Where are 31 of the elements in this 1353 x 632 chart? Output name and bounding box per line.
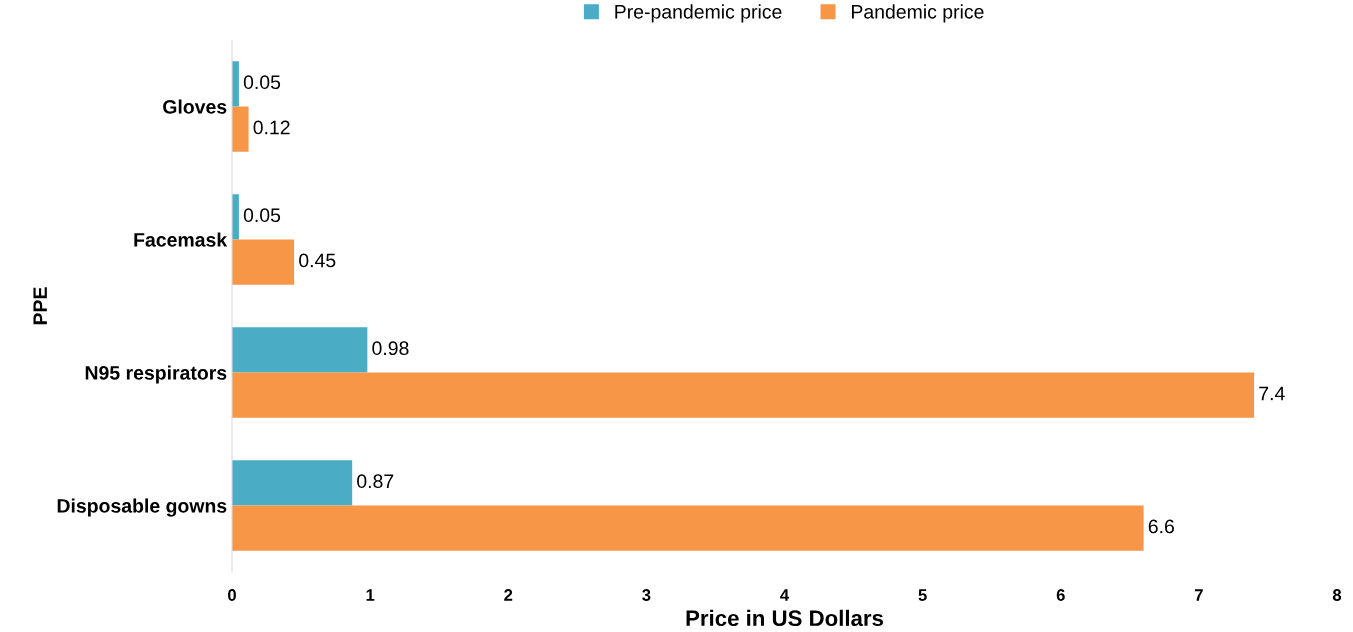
x-tick-label: 4 (780, 589, 790, 601)
x-tick-label: 5 (918, 589, 927, 601)
data-label: 0.05 (243, 75, 281, 90)
legend-label: Pre-pandemic price (615, 4, 782, 23)
y-tick-label: N95 respirators (85, 365, 227, 384)
bar (232, 106, 249, 152)
legend-label: Pandemic price (851, 4, 984, 23)
data-label: 0.12 (253, 120, 290, 135)
bar (232, 239, 295, 285)
bar (232, 327, 368, 373)
data-label: 6.6 (1148, 519, 1174, 534)
x-axis-title: Price in US Dollars (686, 609, 884, 627)
data-label: 7.4 (1259, 386, 1285, 401)
x-tick-label: 8 (1332, 589, 1342, 601)
x-tick-label: 0 (228, 589, 236, 601)
data-label: 0.98 (372, 341, 409, 356)
y-tick-label: Facemask (134, 232, 228, 247)
bar (232, 460, 353, 506)
bar (232, 505, 1144, 551)
x-tick-label: 2 (504, 589, 513, 601)
data-label: 0.05 (243, 208, 281, 223)
y-tick-label: Gloves (163, 99, 227, 114)
x-tick-label: 3 (642, 589, 651, 601)
data-label: 0.45 (299, 253, 336, 268)
y-axis-title: PPE (33, 287, 47, 325)
x-tick-label: 1 (366, 589, 375, 601)
bar (232, 372, 1255, 418)
x-tick-label: 7 (1194, 589, 1203, 601)
data-label: 0.87 (357, 474, 394, 489)
y-tick-label: Disposable gowns (57, 498, 227, 517)
x-tick-label: 6 (1056, 589, 1065, 601)
